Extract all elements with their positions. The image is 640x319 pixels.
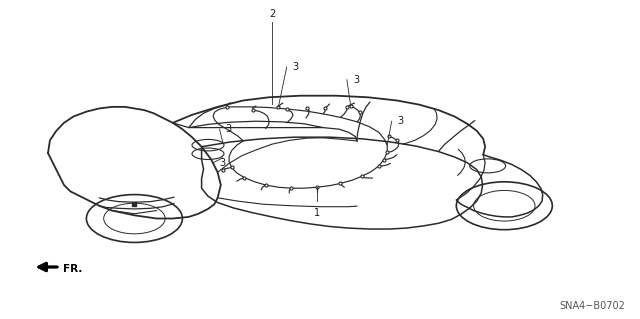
Text: FR.: FR.	[63, 264, 83, 274]
Text: 3: 3	[292, 62, 299, 72]
Text: 3: 3	[353, 75, 359, 85]
Text: 1: 1	[314, 208, 320, 218]
Text: 3: 3	[397, 116, 404, 126]
Text: 3: 3	[219, 158, 225, 168]
Text: SNA4−B0702: SNA4−B0702	[559, 301, 625, 311]
Text: 2: 2	[269, 9, 275, 19]
Text: 3: 3	[225, 124, 232, 134]
